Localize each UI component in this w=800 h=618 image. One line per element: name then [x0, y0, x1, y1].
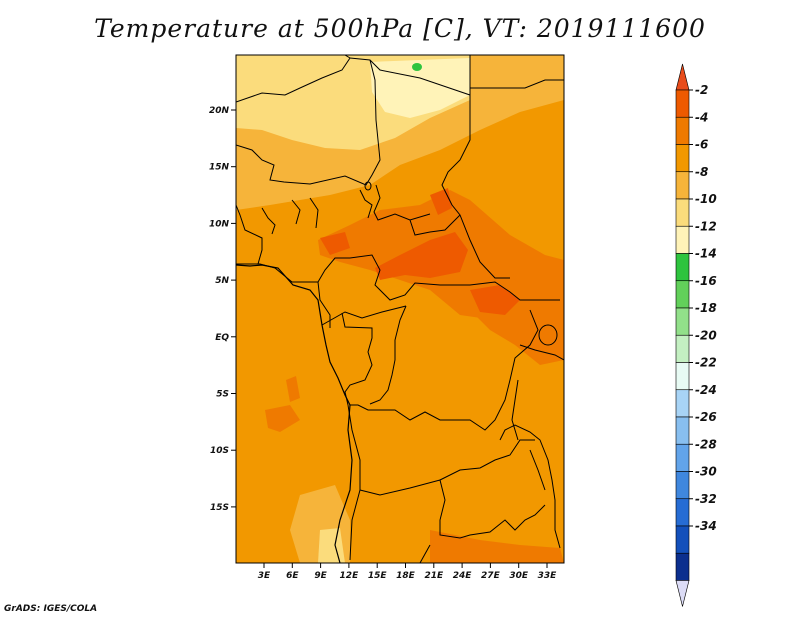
colorbar-swatch — [675, 443, 690, 472]
lakes — [364, 181, 558, 491]
colorbar-swatch — [675, 171, 690, 200]
colorbar-label: -12 — [695, 219, 717, 233]
x-tick-label: 15E — [368, 571, 388, 581]
temperature-field-hot-spot-east — [470, 285, 520, 315]
map-frame — [235, 54, 565, 564]
x-axis: 3E 6E 9E 12E 15E 18E 21E 24E 27E 30E 33E — [258, 563, 557, 581]
coastline — [236, 264, 353, 563]
x-tick-label: 21E — [424, 571, 444, 581]
y-tick-label: 5N — [215, 276, 229, 286]
colorbar-label: -20 — [695, 328, 717, 342]
colorbar-label: -2 — [695, 83, 708, 97]
temperature-field-cold-spot — [412, 63, 422, 71]
colorbar-label: -8 — [695, 165, 708, 179]
colorbar-swatch — [675, 280, 690, 309]
colorbar-label: -34 — [695, 519, 717, 533]
colorbar-label: -6 — [695, 138, 708, 152]
colorbar-swatch — [675, 225, 690, 254]
colorbar-swatch — [675, 89, 690, 118]
colorbar-label: -26 — [695, 410, 717, 424]
colorbar-top-cap — [675, 63, 690, 91]
colorbar-label: -10 — [695, 192, 717, 206]
colorbar-swatch — [675, 253, 690, 282]
y-tick-label: 20N — [209, 106, 230, 116]
colorbar-swatch — [675, 116, 690, 145]
y-tick-label: 15N — [209, 163, 230, 173]
colorbar: -2 -4 -6 -8 -10 -12 -14 -16 -18 -20 -22 -24 -26 -28 -3… — [675, 63, 717, 607]
colorbar-label: -14 — [695, 247, 717, 261]
x-tick-label: 33E — [538, 571, 558, 581]
colorbar-swatch — [675, 198, 690, 227]
grads-credit: GrADS: IGES/COLA — [4, 604, 98, 614]
colorbar-swatch — [675, 416, 690, 445]
map-panel — [235, 54, 565, 564]
x-tick-label: 27E — [481, 571, 501, 581]
colorbar-swatch — [675, 498, 690, 527]
colorbar-label: -22 — [695, 356, 717, 370]
x-tick-label: 12E — [340, 571, 360, 581]
x-tick-label: 30E — [509, 571, 529, 581]
colorbar-swatch — [675, 471, 690, 500]
colorbar-label: -30 — [695, 465, 717, 479]
colorbar-bottom-cap — [675, 580, 690, 607]
colorbar-swatch — [675, 362, 690, 391]
colorbar-label: -28 — [695, 437, 717, 451]
y-tick-label: EQ — [215, 333, 229, 343]
x-tick-label: 6E — [286, 571, 299, 581]
temperature-field-hot-spot-west — [320, 232, 350, 255]
colorbar-label: -16 — [695, 274, 717, 288]
y-tick-label: 5S — [216, 390, 229, 400]
colorbar-swatch — [675, 307, 690, 336]
x-tick-label: 18E — [396, 571, 416, 581]
colorbar-swatch — [675, 525, 690, 554]
temperature-field-warm-patch-coast — [286, 376, 300, 402]
colorbar-swatch — [675, 144, 690, 173]
colorbar-label: -32 — [695, 492, 717, 506]
y-tick-label: 10N — [209, 219, 230, 229]
temperature-field-cool-patch-south — [318, 528, 345, 563]
colorbar-label: -24 — [695, 383, 717, 397]
temperature-field-hot-spot-central — [375, 232, 468, 280]
map-title: Temperature at 500hPa [C], VT: 201911160… — [94, 14, 706, 43]
temperature-field-warm-patch-west — [265, 405, 300, 432]
x-tick-label: 3E — [258, 571, 271, 581]
colorbar-label: -18 — [695, 301, 717, 315]
y-axis: 20N 15N 10N 5N EQ 5S 10S 15S — [209, 106, 236, 513]
colorbar-label: -4 — [695, 110, 708, 124]
x-tick-label: 9E — [314, 571, 327, 581]
y-tick-label: 15S — [210, 503, 229, 513]
country-boundaries — [236, 55, 564, 563]
colorbar-swatch — [675, 389, 690, 418]
y-tick-label: 10S — [210, 446, 229, 456]
temperature-field-hot-spot-south — [430, 530, 564, 563]
colorbar-swatch — [675, 552, 690, 581]
x-tick-label: 24E — [453, 571, 473, 581]
colorbar-swatch — [675, 334, 690, 363]
